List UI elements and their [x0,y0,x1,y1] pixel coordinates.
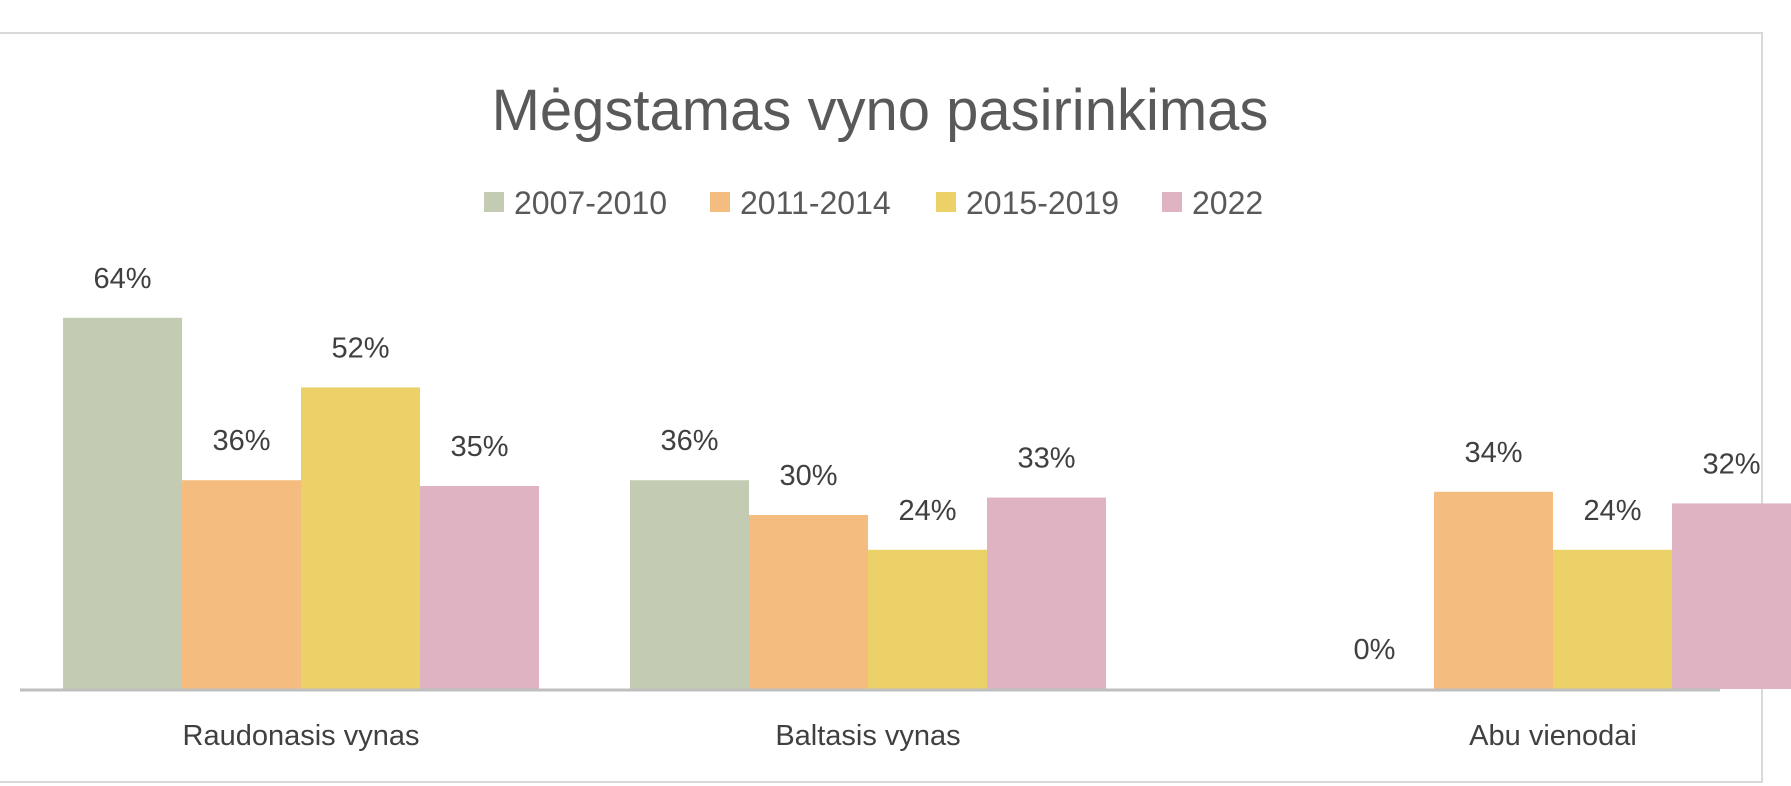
data-label: 32% [1702,448,1760,480]
data-label: 36% [212,425,270,457]
bar-2007-2010-0 [63,317,182,689]
legend-swatch [936,192,956,212]
legend-swatch [710,192,730,212]
data-label: 35% [450,431,508,463]
category-label: Baltasis vynas [775,720,960,752]
data-label: 24% [1583,495,1641,527]
data-label: 36% [660,425,718,457]
data-label: 24% [898,495,956,527]
data-labels: 64% 36% 52% 35% 36% 30% 24% 33% 0% 34% 24% 32% [93,263,1760,666]
legend-swatch [1162,192,1182,212]
legend-label: 2015-2019 [966,185,1119,221]
bar-2011-2014-2 [1434,491,1553,689]
data-label: 64% [93,263,151,295]
bar-2011-2014-0 [182,480,301,689]
category-label: Raudonasis vynas [183,720,420,752]
data-label: 52% [331,332,389,364]
bar-2015-2019-2 [1553,549,1672,689]
data-label: 30% [779,460,837,492]
category-label: Abu vienodai [1469,720,1637,752]
bar-2022-2 [1672,503,1791,689]
data-label: 0% [1354,634,1396,666]
chart-title: Mėgstamas vyno pasirinkimas [492,78,1269,143]
legend-label: 2022 [1192,185,1263,221]
bar-2015-2019-0 [301,387,420,689]
category-labels: Raudonasis vynas Baltasis vynas Abu vienod… [183,720,1637,752]
legend-label: 2011-2014 [740,185,891,221]
bar-2022-0 [420,486,539,689]
data-label: 33% [1017,443,1075,475]
bar-2007-2010-1 [630,480,749,689]
legend-swatch [484,192,504,212]
legend-label: 2007-2010 [514,185,667,221]
bar-2022-1 [987,497,1106,689]
bar-2011-2014-1 [749,515,868,689]
bar-2015-2019-1 [868,549,987,689]
bars [63,317,1791,689]
data-label: 34% [1464,437,1522,469]
legend: 2007-2010 2011-2014 2015-2019 2022 [484,185,1263,221]
